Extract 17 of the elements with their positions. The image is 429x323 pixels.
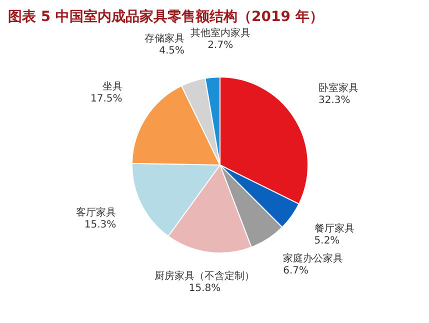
slice-label: 厨房家具（不含定制） (154, 270, 255, 282)
data-label: 2.7% (208, 40, 234, 51)
slice-label: 餐厅家具 (314, 222, 354, 235)
data-label: 17.5% (90, 94, 122, 105)
slice-label: 存储家具 (144, 32, 184, 45)
slice-label: 卧室家具 (318, 82, 359, 94)
slice-label: 家庭办公家具 (283, 252, 344, 264)
slice-label: 客厅家具 (76, 206, 116, 219)
data-label: 4.5% (159, 46, 184, 57)
data-label: 32.3% (318, 94, 350, 106)
data-label: 6.7% (283, 265, 308, 276)
data-label: 5.2% (314, 236, 340, 247)
slice-label: 坐具 (102, 80, 122, 93)
data-label: 15.3% (84, 220, 116, 231)
data-label: 15.8% (188, 282, 221, 294)
slice-label: 其他室内家具 (190, 27, 250, 39)
chart-title: 图表 5 中国室内成品家具零售额结构（2019 年） (8, 8, 324, 25)
